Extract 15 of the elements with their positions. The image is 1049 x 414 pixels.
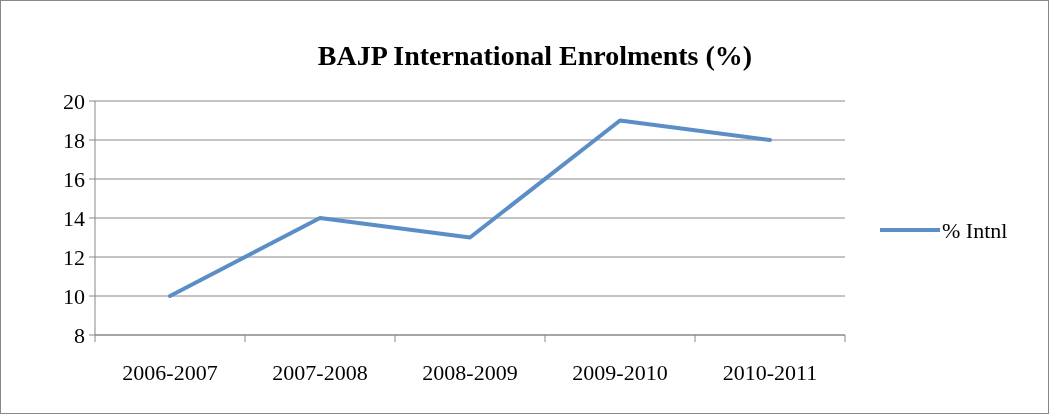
y-tick-label: 12 bbox=[63, 244, 85, 270]
chart-title: BAJP International Enrolments (%) bbox=[317, 40, 753, 71]
y-tick-label: 16 bbox=[63, 166, 85, 192]
line-series bbox=[168, 118, 772, 298]
x-tick-label: 2008-2009 bbox=[422, 360, 518, 385]
x-tick-label: 2007-2008 bbox=[272, 360, 368, 385]
x-tick-label: 2006-2007 bbox=[122, 360, 218, 385]
y-tick-label: 10 bbox=[63, 283, 85, 309]
y-tick-label: 14 bbox=[63, 205, 85, 231]
legend-label: % Intnl bbox=[942, 217, 1008, 243]
y-tick-label: 8 bbox=[74, 322, 85, 348]
y-tick-label: 20 bbox=[63, 88, 85, 114]
x-tick-label: 2010-2011 bbox=[722, 360, 818, 385]
x-tick-label: 2009-2010 bbox=[572, 360, 668, 385]
y-tick-label: 18 bbox=[63, 127, 85, 153]
